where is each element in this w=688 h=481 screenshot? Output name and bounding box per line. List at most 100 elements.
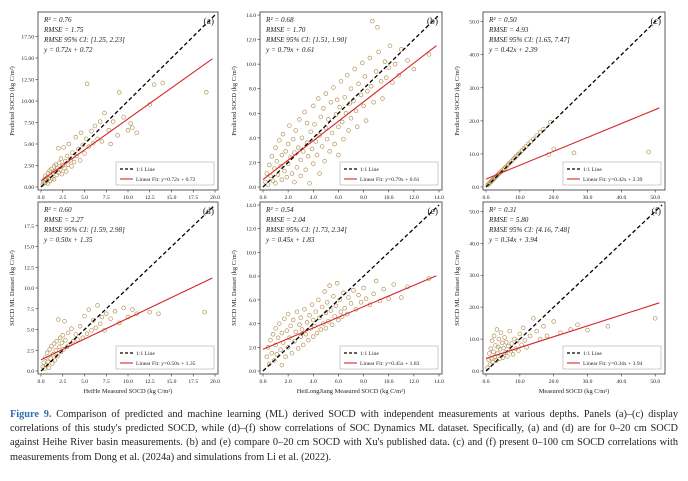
panel-a-point [117, 90, 122, 95]
panel-f-legend-box [562, 345, 662, 370]
panel-b-point [287, 123, 292, 128]
panel-e-point [322, 289, 327, 294]
panel-a-point [97, 119, 103, 124]
panel-e-point [318, 327, 324, 332]
panel-b-stat-line: y = 0.79x + 0.61 [265, 46, 314, 54]
panel-e-legend-box [339, 345, 439, 370]
panel-f-point [575, 322, 580, 327]
panel-d-label: (d) [203, 206, 214, 217]
panel-a-point [110, 119, 116, 124]
panel-b-point [382, 59, 388, 64]
panel-a-point [86, 144, 92, 149]
panel-b-point [363, 118, 369, 123]
panel-e-point [381, 286, 386, 292]
panel-e-point [282, 316, 287, 322]
panel-c-ylabel: Predicted SOCD (kg C/m²) [454, 66, 461, 136]
panel-a-point [61, 145, 66, 150]
panel-d-point [86, 307, 92, 312]
panel-c-legend-box [562, 161, 662, 186]
panel-b-point [348, 86, 354, 91]
panel-b-point [386, 65, 391, 71]
panel-e-point [284, 328, 290, 333]
panel-b-point [336, 152, 341, 158]
panel-c-ytick-label: 0.0 [472, 185, 479, 191]
panel-a-point [74, 153, 79, 159]
panel-e-point [324, 299, 330, 305]
panel-d-point [89, 328, 94, 333]
panel-d-xtick-label: 5.0 [81, 379, 88, 385]
panel-e-point [277, 321, 282, 326]
panel-f-ytick-label: 20.0 [469, 305, 479, 311]
panel-a-point [134, 130, 139, 136]
panel-e-point [298, 315, 303, 320]
panel-a-stat-line: RMSE 95% CI: [1.25, 2.23] [43, 36, 125, 44]
panel-d-point [48, 356, 53, 361]
panel-e-point [283, 354, 288, 360]
panel-e-point [319, 304, 325, 310]
panel-d-fit-line [40, 277, 213, 361]
panel-e-ytick-label: 0.0 [249, 369, 256, 375]
panel-a-point [92, 123, 98, 129]
panel-b-point [278, 163, 283, 169]
panel-a-point [76, 146, 81, 152]
panel-b-point [360, 60, 365, 66]
panel-e-point [290, 317, 296, 323]
panel-b-point [338, 79, 344, 84]
panel-f-xtick-label: 50.0 [650, 379, 660, 385]
panel-a-point [64, 153, 70, 159]
panel-f-point [531, 316, 536, 321]
figure-caption-text: Comparison of predicted and machine lear… [10, 409, 678, 463]
panel-b-legend-one-to-one: 1:1 Line [360, 167, 379, 173]
panel-e-ytick-label: 8.0 [249, 274, 256, 280]
panel-e-point [268, 337, 273, 343]
panel-b-point [279, 177, 285, 182]
panel-b-point [297, 117, 302, 122]
panel-e-ytick-label: 4.0 [249, 322, 256, 328]
panel-b-point [292, 150, 297, 155]
panel-b-point [298, 157, 303, 163]
panel-b-point [311, 161, 316, 166]
panel-a-xtick-label: 15.0 [167, 195, 177, 201]
panel-a-point [82, 151, 87, 156]
panel-e-xtick-label: 10.0 [384, 379, 394, 385]
panel-b-point [405, 58, 410, 63]
panel-e-point [306, 337, 311, 343]
panel-e-point [264, 354, 270, 360]
panel-e-xtick-label: 6.0 [335, 379, 342, 385]
panel-a-point [53, 162, 59, 167]
panel-b-point [270, 178, 276, 184]
panel-d-xlabel: HeiHe Measured SOCD (kg C/m²) [84, 388, 173, 395]
panel-f-point [495, 351, 500, 356]
panel-b-xtick-label: 14.0 [434, 195, 444, 201]
panel-c-stat-line: RMSE 95% CI: [1.65, 7.47] [488, 36, 570, 44]
panel-a-xtick-label: 7.5 [103, 195, 110, 201]
figure-panels: 0.0 2.5 5.0 7.5 10.0 12.5 15.0 17.5 20.00.002.50… [9, 11, 666, 395]
panel-a-point [90, 140, 96, 146]
panel-e-xtick-label: 14.0 [434, 379, 444, 385]
panel-b-point [355, 124, 360, 130]
panel-b-ytick-label: 6.0 [249, 111, 256, 117]
panel-b-point [370, 18, 375, 24]
panel-e-point [333, 303, 339, 309]
panel-c-ytick-label: 10.0 [469, 152, 479, 158]
panel-f-xtick-label: 40.0 [616, 379, 626, 385]
panel-b-point [269, 154, 275, 159]
panel-c-ytick-label: 50.0 [469, 20, 479, 26]
panel-f-xlabel: Measured SOCD (kg C/m²) [539, 388, 610, 395]
panel-b-point [322, 158, 327, 164]
panel-a-one-to-one-line [40, 14, 216, 188]
panel-d-point [99, 314, 105, 320]
panel-b-fit-line [262, 45, 437, 180]
panel-e-ytick-label: 2.0 [249, 345, 256, 351]
panel-e-point [300, 342, 306, 348]
panel-f-stat-line: RMSE = 5.80 [488, 216, 529, 224]
panel-b-point [298, 173, 303, 179]
panel-f-point [494, 327, 500, 332]
panel-a-ytick-label: 5.00 [24, 142, 34, 148]
panel-f-point [514, 338, 520, 344]
panel-a-point [89, 128, 94, 134]
panel-b-point [308, 129, 314, 134]
panel-b-point [326, 117, 331, 122]
panel-d-point [60, 333, 65, 338]
panel-c-label: (c) [650, 16, 661, 27]
